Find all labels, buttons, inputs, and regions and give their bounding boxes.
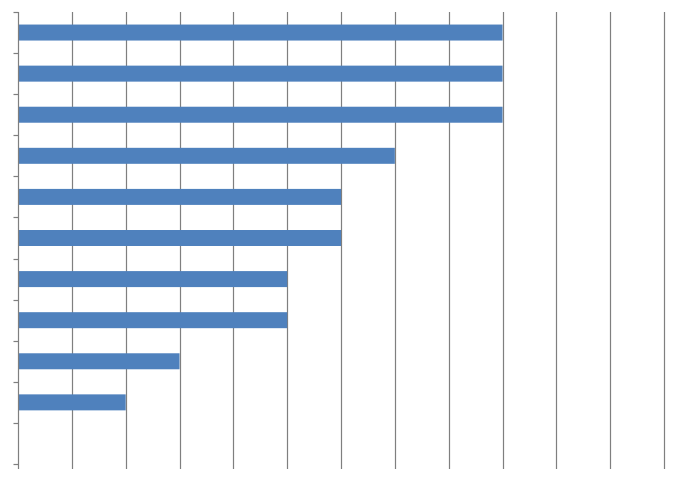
axes [13, 11, 666, 469]
bar [18, 394, 126, 411]
bars [18, 24, 503, 411]
bar [18, 106, 503, 123]
bar [18, 271, 288, 288]
bar [18, 353, 180, 370]
bar [18, 188, 341, 205]
bar [18, 312, 288, 329]
bar [18, 147, 395, 164]
bar [18, 24, 503, 41]
bar [18, 230, 341, 246]
bar [18, 65, 503, 82]
